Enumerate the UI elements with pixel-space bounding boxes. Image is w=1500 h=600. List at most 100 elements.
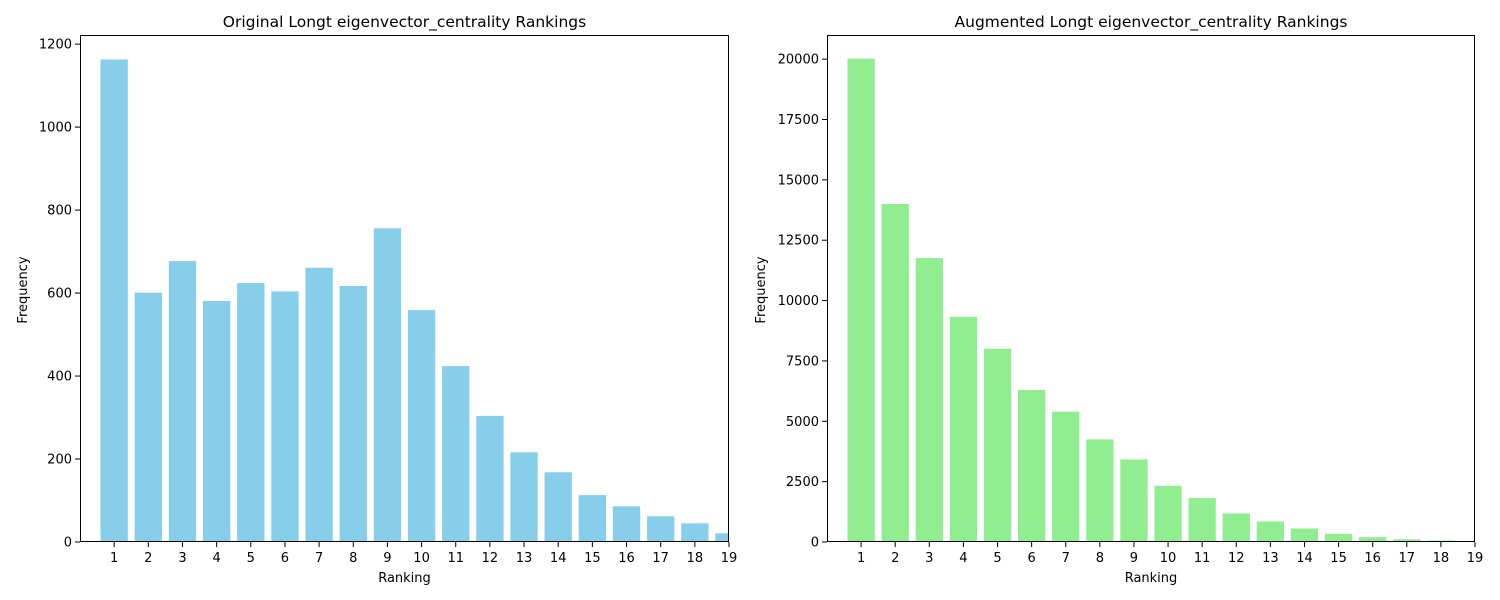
bar-12	[1222, 513, 1250, 542]
x-tick-label: 4	[212, 551, 220, 566]
x-tick-label: 5	[993, 551, 1001, 566]
chart-title: Augmented Longt eigenvector_centrality R…	[955, 13, 1348, 32]
bar-group	[847, 58, 1475, 542]
x-tick-label: 8	[349, 551, 357, 566]
y-tick-label: 400	[47, 370, 72, 385]
y-tick-label: 0	[811, 536, 819, 551]
bar-14	[544, 472, 572, 542]
bar-18	[681, 523, 709, 542]
x-tick-label: 7	[315, 551, 323, 566]
x-tick-label: 13	[516, 551, 533, 566]
x-tick-label: 17	[652, 551, 669, 566]
x-axis-ticks: 1 2 3 4 5 6 7 8 9 10 11 12 13 14 15 16 17 18 19	[857, 542, 1483, 566]
x-tick-label: 3	[925, 551, 933, 566]
bar-9	[1120, 459, 1148, 542]
bar-2	[134, 292, 162, 542]
y-axis-ticks: 0 2500 5000 7500 10000 12500 15000 17500 20000	[778, 53, 827, 551]
x-tick-label: 9	[1130, 551, 1138, 566]
y-tick-label: 1000	[39, 121, 72, 136]
x-tick-label: 16	[1364, 551, 1381, 566]
plot-frame	[80, 35, 729, 542]
x-tick-label: 19	[721, 551, 738, 566]
bar-14	[1290, 528, 1319, 542]
y-tick-label: 17500	[778, 113, 819, 128]
chart-augmented: Augmented Longt eigenvector_centrality R…	[754, 13, 1483, 586]
y-tick-label: 2500	[786, 475, 819, 490]
bar-2	[881, 204, 909, 542]
bar-13	[1256, 521, 1285, 542]
bar-9	[373, 228, 402, 542]
bar-group	[100, 59, 729, 542]
bar-4	[202, 300, 231, 542]
y-tick-label: 7500	[786, 354, 819, 369]
x-tick-label: 2	[144, 551, 152, 566]
bar-13	[510, 452, 538, 542]
bar-6	[1017, 389, 1046, 542]
y-tick-label: 600	[47, 287, 72, 302]
bar-10	[407, 310, 436, 542]
bar-4	[949, 316, 978, 542]
y-tick-label: 12500	[778, 234, 819, 249]
y-axis-label: Frequency	[754, 256, 769, 323]
bar-16	[1359, 537, 1387, 542]
bar-17	[1393, 539, 1421, 542]
x-axis-ticks: 1 2 3 4 5 6 7 8 9 10 11 12 13 14 15 16 17 18 19	[110, 542, 737, 566]
x-tick-label: 18	[687, 551, 704, 566]
bar-5	[237, 283, 265, 542]
x-tick-label: 12	[1228, 551, 1245, 566]
bar-8	[339, 286, 367, 542]
bar-1	[100, 59, 128, 542]
bar-12	[476, 415, 504, 542]
x-tick-label: 18	[1433, 551, 1450, 566]
x-tick-label: 12	[482, 551, 499, 566]
x-tick-label: 13	[1262, 551, 1279, 566]
bar-16	[612, 506, 641, 542]
bar-3	[915, 258, 943, 542]
x-tick-label: 1	[110, 551, 118, 566]
x-axis-label: Ranking	[1125, 571, 1178, 586]
bar-6	[271, 291, 299, 542]
x-tick-label: 19	[1467, 551, 1484, 566]
x-tick-label: 16	[618, 551, 635, 566]
y-axis-label: Frequency	[16, 256, 31, 323]
x-tick-label: 3	[178, 551, 186, 566]
bar-1	[847, 58, 875, 542]
bar-7	[1052, 411, 1080, 542]
x-tick-label: 10	[413, 551, 430, 566]
x-tick-label: 4	[959, 551, 967, 566]
y-tick-label: 10000	[778, 294, 819, 309]
x-tick-label: 10	[1160, 551, 1177, 566]
y-tick-label: 1200	[39, 38, 72, 53]
y-tick-label: 800	[47, 204, 72, 219]
bar-15	[1324, 533, 1353, 542]
x-tick-label: 8	[1096, 551, 1104, 566]
x-tick-label: 2	[891, 551, 899, 566]
y-tick-label: 20000	[778, 53, 819, 68]
y-tick-label: 5000	[786, 415, 819, 430]
bar-8	[1086, 439, 1114, 542]
x-tick-label: 14	[550, 551, 567, 566]
bar-7	[305, 267, 333, 542]
y-axis-ticks: 0 200 400 600 800 1000 1200	[39, 38, 80, 551]
bar-11	[442, 366, 470, 542]
bar-10	[1154, 485, 1182, 542]
y-tick-label: 0	[64, 536, 72, 551]
x-axis-label: Ranking	[378, 571, 431, 586]
x-tick-label: 17	[1399, 551, 1416, 566]
chart-title: Original Longt eigenvector_centrality Ra…	[223, 13, 586, 32]
x-tick-label: 15	[584, 551, 601, 566]
x-tick-label: 5	[247, 551, 255, 566]
chart-original: Original Longt eigenvector_centrality Ra…	[16, 13, 737, 586]
x-tick-label: 11	[1194, 551, 1211, 566]
bar-17	[647, 516, 675, 542]
x-tick-label: 11	[447, 551, 464, 566]
y-tick-label: 15000	[778, 173, 819, 188]
x-tick-label: 15	[1330, 551, 1347, 566]
y-tick-label: 200	[47, 453, 72, 468]
x-tick-label: 1	[857, 551, 865, 566]
bar-19	[715, 533, 729, 542]
plot-frame	[827, 35, 1475, 542]
bar-11	[1188, 498, 1216, 542]
x-tick-label: 14	[1296, 551, 1313, 566]
